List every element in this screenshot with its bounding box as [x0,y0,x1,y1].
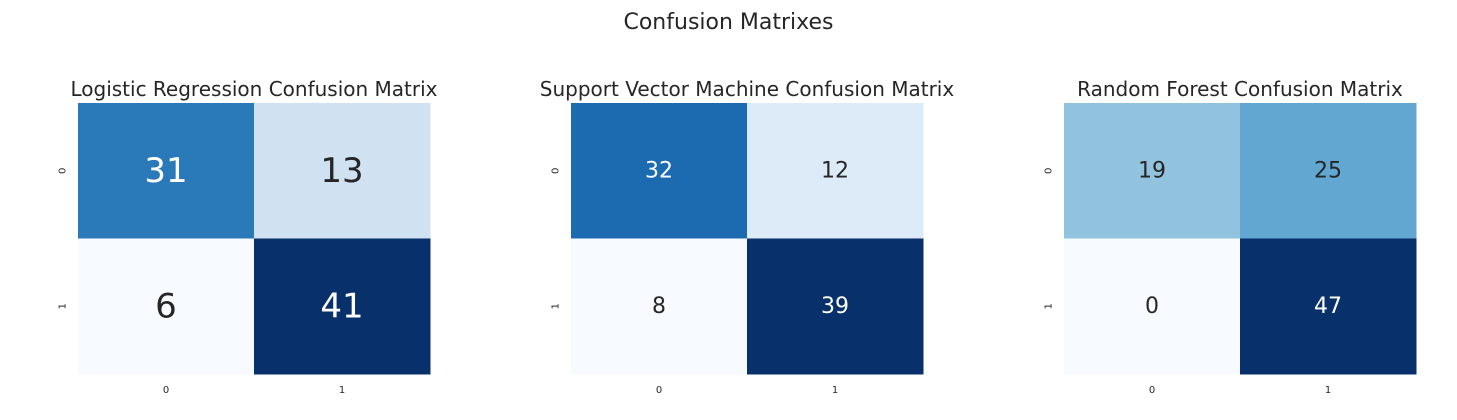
heatmap-title: Logistic Regression Confusion Matrix [70,77,437,101]
cell-value-label: 47 [1314,294,1342,319]
heatmap-cell [571,238,748,375]
cell-value-label: 41 [320,286,363,326]
heatmap-cell [1240,238,1417,375]
cell-value-label: 31 [144,151,187,191]
y-tick-label: 0 [58,168,69,174]
cell-value-label: 19 [1138,158,1166,183]
heatmap-cell [78,103,255,239]
cell-value-label: 39 [821,294,849,319]
cell-value-label: 0 [1145,294,1159,319]
heatmap-title: Support Vector Machine Confusion Matrix [540,77,955,101]
heatmap-cell [747,238,924,375]
x-tick-label: 0 [1149,385,1155,396]
heatmap-cell [1064,103,1241,239]
heatmap-cell [254,103,431,239]
x-tick-label: 1 [832,385,838,396]
x-tick-label: 1 [1325,385,1331,396]
heatmap-cell [571,103,748,239]
heatmap-cell [1064,238,1241,375]
heatmap-cell [78,238,255,375]
cell-value-label: 32 [645,158,673,183]
figure-suptitle: Confusion Matrixes [623,10,834,35]
y-tick-label: 1 [1044,303,1055,309]
heatmap-cell [254,238,431,375]
x-tick-label: 0 [163,385,169,396]
y-tick-label: 0 [551,168,562,174]
heatmap-panel-2: Support Vector Machine Confusion Matrix 3… [540,77,955,396]
heatmap-panel-1: Logistic Regression Confusion Matrix 31 13… [58,77,438,396]
x-tick-label: 0 [656,385,662,396]
cell-value-label: 12 [821,158,849,183]
heatmap-cell [747,103,924,239]
cell-value-label: 8 [652,294,666,319]
cell-value-label: 13 [320,151,363,191]
heatmap-panel-3: Random Forest Confusion Matrix 19 25 0 47 0 1 0… [1044,77,1417,396]
y-tick-label: 1 [551,303,562,309]
x-tick-label: 1 [339,385,345,396]
heatmap-title: Random Forest Confusion Matrix [1077,77,1403,101]
cell-value-label: 6 [155,286,177,326]
cell-value-label: 25 [1314,158,1342,183]
heatmap-cell [1240,103,1417,239]
y-tick-label: 1 [58,303,69,309]
y-tick-label: 0 [1044,168,1055,174]
